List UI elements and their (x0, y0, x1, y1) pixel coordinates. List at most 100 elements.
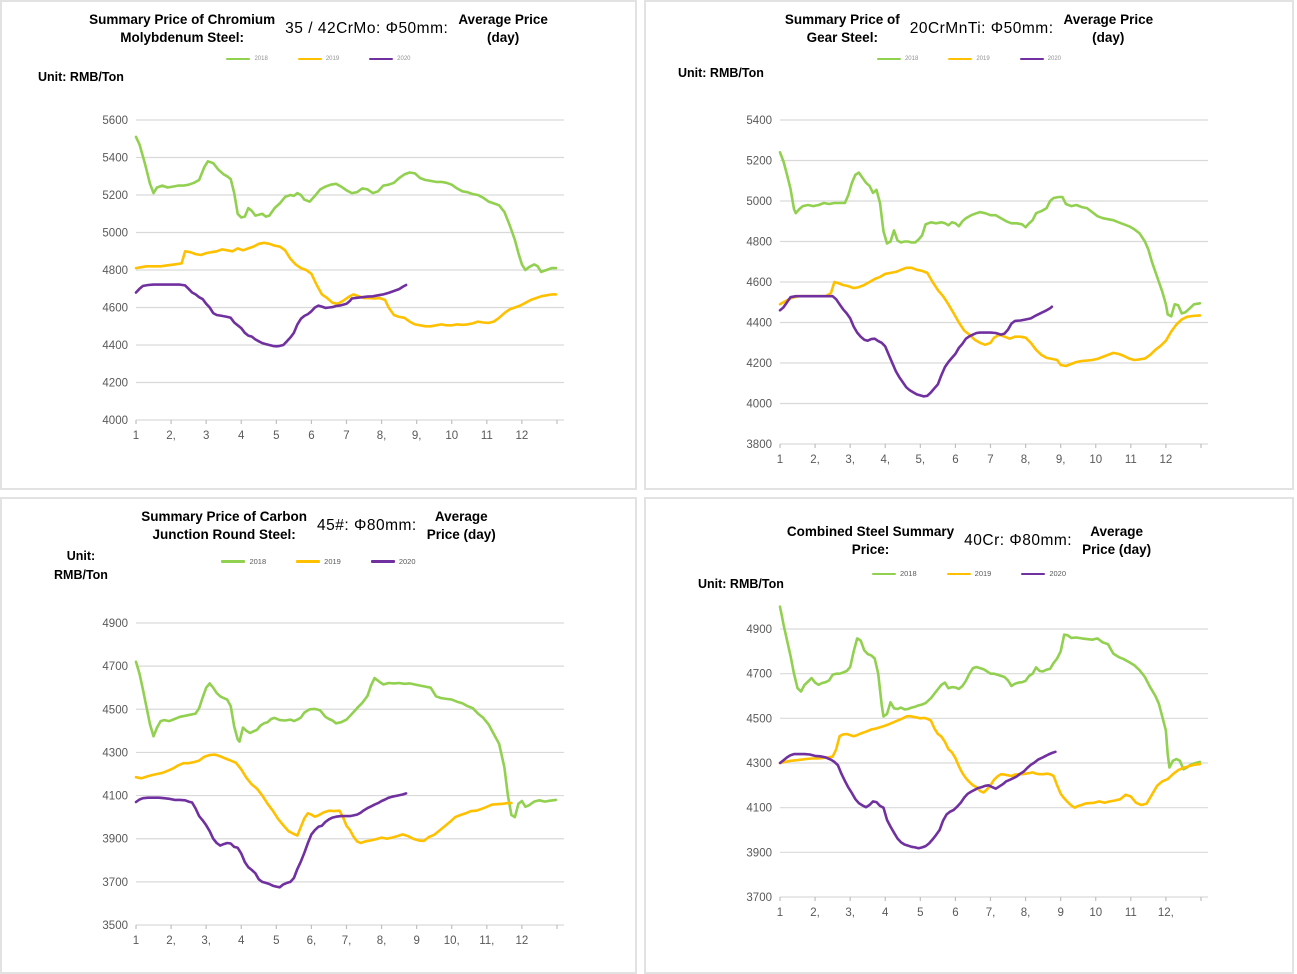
chart-title-suffix: Average Price (day) (1082, 524, 1152, 558)
unit-label: Unit: RMB/Ton (38, 70, 124, 84)
y-axis-label: 3700 (746, 892, 772, 904)
y-axis-label: 4800 (102, 265, 128, 277)
chart-title-suffix: Average Price (day) (1063, 11, 1154, 45)
x-axis-label: 3, (845, 454, 855, 466)
y-axis-label: 5400 (102, 153, 128, 165)
x-axis-label: 5 (273, 430, 279, 442)
chart-header: Summary Price of Chromium Molybdenum Ste… (2, 2, 635, 50)
y-axis-label: 5000 (746, 196, 772, 208)
legend-label-2019: 2019 (974, 569, 992, 579)
unit-label: Unit: RMB/Ton (54, 549, 108, 583)
x-axis-label: 12 (516, 935, 529, 947)
chart-panel-carbon-junction-round-steel: Summary Price of Carbon Junction Round S… (0, 497, 637, 974)
x-axis-label: 4 (882, 907, 889, 919)
series-line-2018 (134, 135, 558, 274)
legend-label-2020: 2020 (1047, 56, 1062, 62)
legend-item-2018: 2018 (871, 569, 917, 579)
legend-line-2020 (370, 560, 395, 563)
y-axis-label: 3800 (746, 439, 772, 451)
legend-line-2018 (871, 572, 896, 576)
x-axis-label: 12, (1158, 907, 1174, 919)
x-axis-label: 4 (238, 935, 245, 947)
x-axis-label: 11, (479, 935, 494, 947)
unit-label: Unit: RMB/Ton (678, 66, 764, 80)
legend-item-2020: 2020 (369, 56, 411, 62)
x-axis-label: 1 (777, 454, 783, 466)
y-axis-label: 4200 (746, 358, 772, 370)
chart-title-spec: 45#: Φ80mm: (317, 517, 417, 534)
y-axis-label: 4900 (102, 618, 128, 630)
chart-title-main: Summary Price of Gear Steel: (784, 11, 900, 45)
y-axis-label: 4300 (746, 758, 772, 770)
legend: 2018 2019 2020 (646, 50, 1292, 62)
chart-title-suffix: Average Price (day) (426, 508, 496, 542)
x-axis-label: 7 (987, 454, 993, 466)
x-axis-label: 2, (810, 907, 820, 919)
chart-panel-gear-steel: Summary Price of Gear Steel: 20CrMnTi: Φ… (644, 0, 1294, 490)
y-axis-label: 3500 (102, 920, 128, 932)
x-axis-label: 5 (917, 907, 923, 919)
legend-item-2019: 2019 (297, 56, 339, 62)
legend-line-2020 (1019, 57, 1044, 61)
x-axis-label: 2, (810, 454, 820, 466)
x-axis-label: 7 (343, 430, 349, 442)
legend-label-2020: 2020 (1049, 569, 1067, 579)
legend-item-2019: 2019 (946, 569, 992, 579)
y-axis-label: 4000 (746, 399, 772, 411)
chart-title-spec: 40Cr: Φ80mm: (964, 532, 1073, 550)
legend-item-2019: 2019 (296, 557, 341, 566)
y-axis-label: 5200 (102, 190, 128, 202)
legend-item-2018: 2018 (226, 56, 268, 62)
chart-panel-combined-steel: Combined Steel Summary Price: 40Cr: Φ80m… (644, 497, 1294, 974)
series-line-2019 (134, 241, 558, 328)
chart-subheader: 2018 2019 2020 Unit: RMB/Ton (2, 547, 635, 593)
legend-label-2019: 2019 (324, 557, 341, 566)
chart-subheader: 2018 2019 2020 Unit: RMB/Ton (2, 50, 635, 90)
legend-line-2019 (297, 57, 322, 61)
legend-line-2018 (226, 57, 251, 61)
x-axis-label: 2, (166, 430, 176, 442)
x-axis-label: 6, (307, 935, 317, 947)
series-line-2019 (134, 753, 513, 845)
y-axis-label: 4500 (102, 704, 128, 716)
chart-panel-chromium-molybdenum-steel: Summary Price of Chromium Molybdenum Ste… (0, 0, 637, 490)
chart-header: Combined Steel Summary Price: 40Cr: Φ80m… (646, 499, 1292, 559)
legend-line-2020 (1021, 572, 1046, 576)
series-line-2018 (778, 605, 1202, 772)
y-axis-label: 4700 (746, 669, 772, 681)
legend-label-2018: 2018 (899, 569, 917, 579)
x-axis-label: 9 (413, 935, 419, 947)
x-axis-label: 2, (166, 935, 176, 947)
y-axis-label: 4700 (102, 661, 128, 673)
legend-label-2020: 2020 (398, 557, 416, 566)
x-axis-label: 8, (377, 935, 387, 947)
legend-item-2020: 2020 (1021, 569, 1066, 578)
legend-line-2019 (946, 572, 971, 576)
x-axis-label: 5 (273, 935, 279, 947)
x-axis-label: 11 (1125, 454, 1137, 466)
legend-line-2019 (296, 560, 321, 563)
y-axis-label: 4800 (746, 237, 772, 249)
x-axis-label: 4 (238, 430, 245, 442)
x-axis-label: 7, (986, 907, 996, 919)
x-axis-label: 6 (308, 430, 314, 442)
x-axis-label: 8, (377, 430, 387, 442)
legend-item-2019: 2019 (948, 56, 990, 62)
x-axis-label: 12 (516, 430, 529, 442)
y-axis-label: 3900 (746, 848, 772, 860)
chart-title-main: Summary Price of Carbon Junction Round S… (141, 508, 308, 542)
x-axis-label: 6 (952, 907, 958, 919)
series-line-2019 (778, 715, 1202, 810)
x-axis-label: 1 (777, 907, 783, 919)
chart-title-suffix: Average Price (day) (458, 11, 548, 45)
y-axis-label: 4600 (102, 303, 128, 315)
series-line-2019 (778, 266, 1202, 368)
chart-title-spec: 35 / 42CrMo: Φ50mm: (285, 20, 449, 37)
x-axis-label: 9 (1057, 907, 1063, 919)
x-axis-label: 10, (444, 935, 460, 947)
series-line-2018 (134, 660, 558, 819)
y-axis-label: 4900 (746, 624, 772, 636)
x-axis-label: 3, (201, 935, 211, 947)
series-line-2020 (134, 792, 408, 889)
